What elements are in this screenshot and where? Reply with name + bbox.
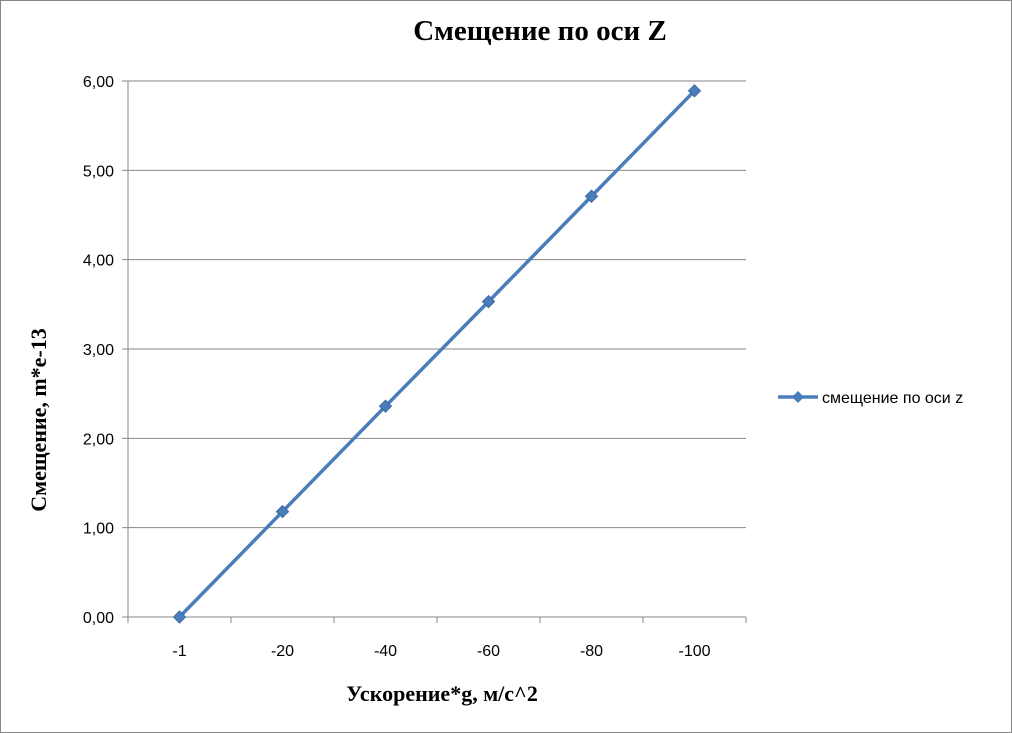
y-tick-label: 2,00 [83,431,114,448]
x-axis-title: Ускорение*g, м/с^2 [346,681,538,706]
x-tick-label: -1 [172,643,186,660]
x-tick-label: -60 [477,643,500,660]
data-point [584,189,599,203]
y-tick-label: 1,00 [83,521,114,538]
legend-marker [792,391,804,403]
data-point [378,399,393,413]
x-tick-labels: -1 -20 -40 -60 -80 -100 [172,643,710,660]
y-tick-label: 0,00 [83,610,114,627]
legend: смещение по оси z [778,390,963,407]
y-tick-label: 3,00 [83,342,114,359]
y-tick-label: 6,00 [83,74,114,91]
x-tick-label: -80 [580,643,603,660]
axes [122,80,747,623]
x-tick-label: -20 [271,643,294,660]
data-point [687,84,702,98]
data-point [172,610,187,624]
legend-label: смещение по оси z [822,390,963,407]
chart-title: Смещение по оси Z [413,15,667,47]
gridlines [128,80,746,529]
x-tick-label: -100 [678,643,710,660]
data-point [275,504,290,519]
series-group [172,84,702,624]
y-tick-labels: 0,00 1,00 2,00 3,00 4,00 5,00 6,00 [83,74,114,627]
y-tick-label: 5,00 [83,163,114,180]
x-tick-label: -40 [374,643,397,660]
y-axis-title: Смещение, m*e-13 [26,328,51,512]
series-line [178,89,696,619]
y-tick-label: 4,00 [83,253,114,270]
data-point [481,294,496,309]
